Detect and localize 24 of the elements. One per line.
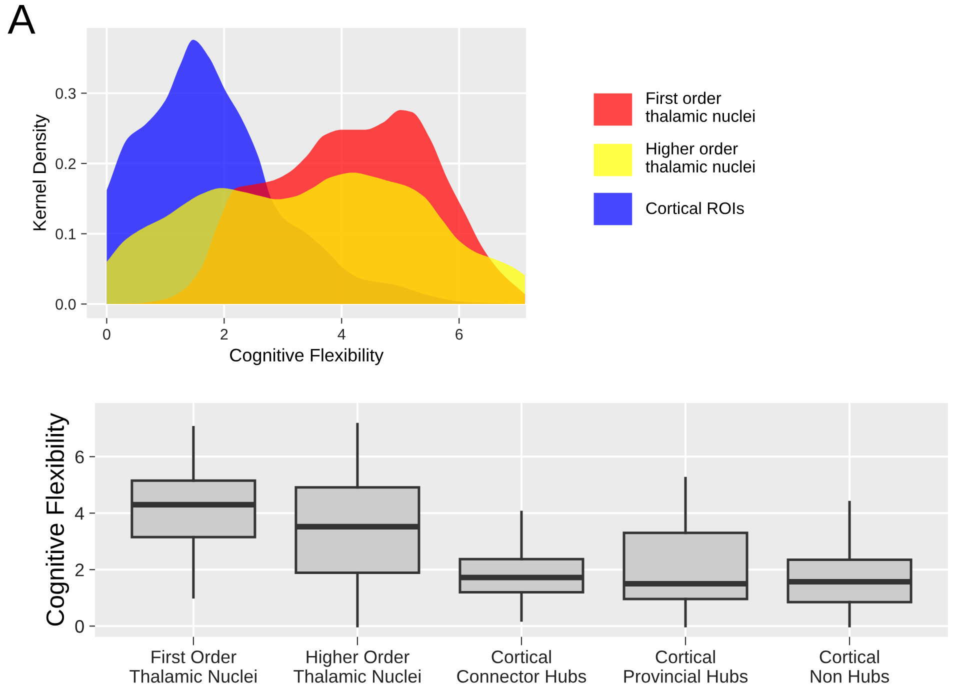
text: A [8,5,36,34]
y-tick-label: 0.0 [56,298,76,310]
y-axis-title: Cognitive Flexibility [46,412,69,626]
y-tick-label: 0.3 [56,88,76,99]
y-tick-label: 0 [75,620,84,633]
legend-label: First order thalamic nuclei [646,92,755,122]
x-tick-label: Cortical Connector Hubs [457,650,586,683]
legend-label: Cortical ROIs [646,202,744,214]
y-axis-title: Kernel Density [32,114,50,230]
y-tick-label: 0.2 [56,158,76,170]
y-tick-label: 0.1 [56,228,76,240]
legend-label: Higher order thalamic nuclei [646,142,755,173]
x-axis-title: Cognitive Flexibility [230,348,384,366]
x-tick-label: 4 [338,329,346,340]
x-tick-label: Cortical Provincial Hubs [624,650,748,683]
x-tick-label: Cortical Non Hubs [810,650,890,683]
y-tick-label: 4 [74,507,84,520]
x-tick-label: Higher Order Thalamic Nuclei [294,650,420,683]
y-tick-label: 2 [75,564,84,576]
x-tick-label: 0 [103,328,110,340]
x-tick-label: 6 [456,328,463,340]
x-tick-label: First Order Thalamic Nuclei [130,650,256,683]
x-tick-label: 2 [220,328,228,340]
y-tick-label: 6 [75,450,84,464]
